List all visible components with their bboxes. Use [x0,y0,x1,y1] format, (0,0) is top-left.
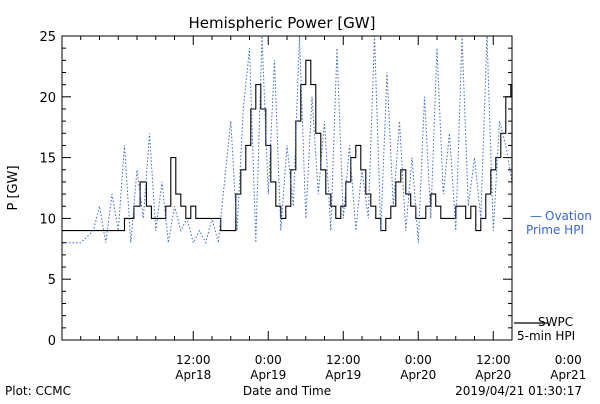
y-tick-label: 20 [39,91,56,106]
plot-area [62,35,513,245]
y-tick-label: 15 [39,152,56,167]
legend-ovation-label-line2: Prime HPI [526,223,584,237]
y-tick-label: 5 [48,273,56,288]
axes: 051015202512:00Apr180:00Apr1912:00Apr190… [39,30,586,382]
x-tick-time-label: 12:00 [176,353,211,367]
x-tick-time-label: 0:00 [405,353,432,367]
x-tick-time-label: 0:00 [255,353,282,367]
y-tick-label: 0 [48,334,56,349]
x-tick-time-label: 0:00 [555,353,582,367]
chart-title: Hemispheric Power [GW] [189,14,376,32]
timestamp-label: 2019/04/21 01:30:17 [455,384,582,398]
x-tick-date-label: Apr18 [175,368,211,382]
legend-ovation-label-line1: Ovation [545,209,592,223]
legend-swpc-label-line2: 5-min HPI [517,329,575,343]
x-tick-date-label: Apr20 [475,368,511,382]
x-tick-date-label: Apr20 [400,368,436,382]
x-tick-time-label: 12:00 [326,353,361,367]
x-tick-date-label: Apr21 [550,368,586,382]
y-tick-label: 25 [39,30,56,45]
y-axis-label: P [GW] [6,165,21,210]
legend-swpc-label-line1: SWPC [538,315,573,329]
legend-ovation-marker: — [530,209,542,223]
series-line-ovation-prime-hpi [62,35,513,245]
plot-source-label: Plot: CCMC [5,384,71,398]
y-tick-label: 10 [39,212,56,227]
plot-frame [61,35,513,341]
x-tick-date-label: Apr19 [325,368,361,382]
x-tick-time-label: 12:00 [476,353,511,367]
x-tick-date-label: Apr19 [250,368,286,382]
x-axis-label: Date and Time [243,384,331,398]
